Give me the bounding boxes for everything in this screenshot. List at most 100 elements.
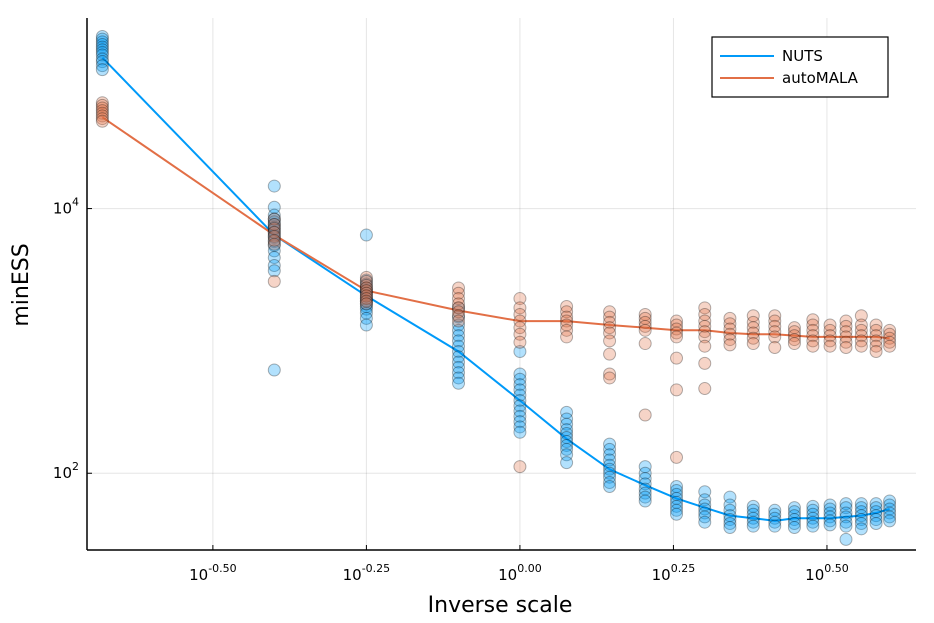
point-nuts [513, 378, 527, 392]
point-automala [883, 335, 897, 349]
point-automala [359, 281, 373, 295]
point-automala [452, 301, 466, 315]
point-nuts [95, 37, 109, 51]
point-automala [638, 337, 652, 351]
point-nuts [603, 470, 617, 484]
point-nuts [452, 344, 466, 358]
point-nuts [746, 515, 760, 529]
point-nuts [267, 264, 281, 278]
point-automala [698, 325, 712, 339]
point-automala [513, 327, 527, 341]
point-nuts [560, 427, 574, 441]
point-automala [823, 339, 837, 353]
point-nuts [854, 509, 868, 523]
point-automala [95, 98, 109, 112]
point-automala [839, 330, 853, 344]
point-layer [95, 30, 897, 546]
point-automala [806, 318, 820, 332]
point-automala [723, 333, 737, 347]
point-automala [839, 314, 853, 328]
point-automala [768, 319, 782, 333]
point-automala [267, 212, 281, 226]
point-automala [513, 307, 527, 321]
point-nuts [267, 217, 281, 231]
point-nuts [513, 420, 527, 434]
point-automala [359, 274, 373, 288]
point-nuts [787, 509, 801, 523]
point-nuts [768, 519, 782, 533]
point-automala [698, 382, 712, 396]
point-automala [787, 329, 801, 343]
point-automala [869, 329, 883, 343]
point-nuts [806, 503, 820, 517]
point-nuts [670, 491, 684, 505]
point-automala [723, 317, 737, 331]
point-automala [359, 289, 373, 303]
point-nuts [267, 179, 281, 193]
point-automala [560, 330, 574, 344]
point-automala [839, 325, 853, 339]
point-nuts [839, 515, 853, 529]
point-nuts [854, 517, 868, 531]
point-nuts [670, 499, 684, 513]
point-automala [452, 292, 466, 306]
point-automala [359, 297, 373, 311]
point-automala [560, 299, 574, 313]
point-nuts [513, 393, 527, 407]
point-automala [839, 335, 853, 349]
point-nuts [452, 371, 466, 385]
point-automala [267, 225, 281, 239]
point-nuts [746, 519, 760, 533]
point-automala [883, 323, 897, 337]
point-automala [267, 237, 281, 251]
point-nuts [787, 501, 801, 515]
point-nuts [787, 505, 801, 519]
point-nuts [854, 505, 868, 519]
point-nuts [560, 431, 574, 445]
point-automala [806, 313, 820, 327]
point-nuts [768, 511, 782, 525]
point-nuts [359, 306, 373, 320]
point-nuts [670, 507, 684, 521]
axes-layer [86, 18, 916, 551]
point-nuts [452, 301, 466, 315]
point-automala [698, 307, 712, 321]
point-nuts [560, 448, 574, 462]
point-automala [95, 104, 109, 118]
point-automala [854, 309, 868, 323]
point-nuts [513, 415, 527, 429]
point-nuts [746, 503, 760, 517]
point-nuts [267, 258, 281, 272]
point-automala [823, 334, 837, 348]
point-nuts [267, 244, 281, 258]
point-automala [883, 327, 897, 341]
point-automala [638, 307, 652, 321]
point-nuts [359, 311, 373, 325]
point-nuts [787, 521, 801, 535]
point-nuts [560, 412, 574, 426]
point-nuts [638, 494, 652, 508]
point-automala [698, 319, 712, 333]
point-nuts [854, 522, 868, 536]
point-nuts [869, 497, 883, 511]
point-nuts [806, 507, 820, 521]
point-automala [698, 314, 712, 328]
point-automala [513, 292, 527, 306]
point-automala [638, 323, 652, 337]
point-nuts [723, 503, 737, 517]
point-automala [95, 106, 109, 120]
point-automala [603, 334, 617, 348]
point-automala [768, 314, 782, 328]
y-axis-title: minESS [9, 243, 34, 326]
point-nuts [359, 289, 373, 303]
point-nuts [638, 460, 652, 474]
point-automala [359, 270, 373, 284]
legend-label-automala: autoMALA [782, 69, 859, 87]
point-nuts [854, 501, 868, 515]
tick-layer: 10-0.50 10-0.25 100.00 100.25 100.50 102 104 [53, 196, 849, 584]
point-automala [359, 278, 373, 292]
point-nuts [267, 231, 281, 245]
point-automala [452, 305, 466, 319]
point-nuts [359, 299, 373, 313]
